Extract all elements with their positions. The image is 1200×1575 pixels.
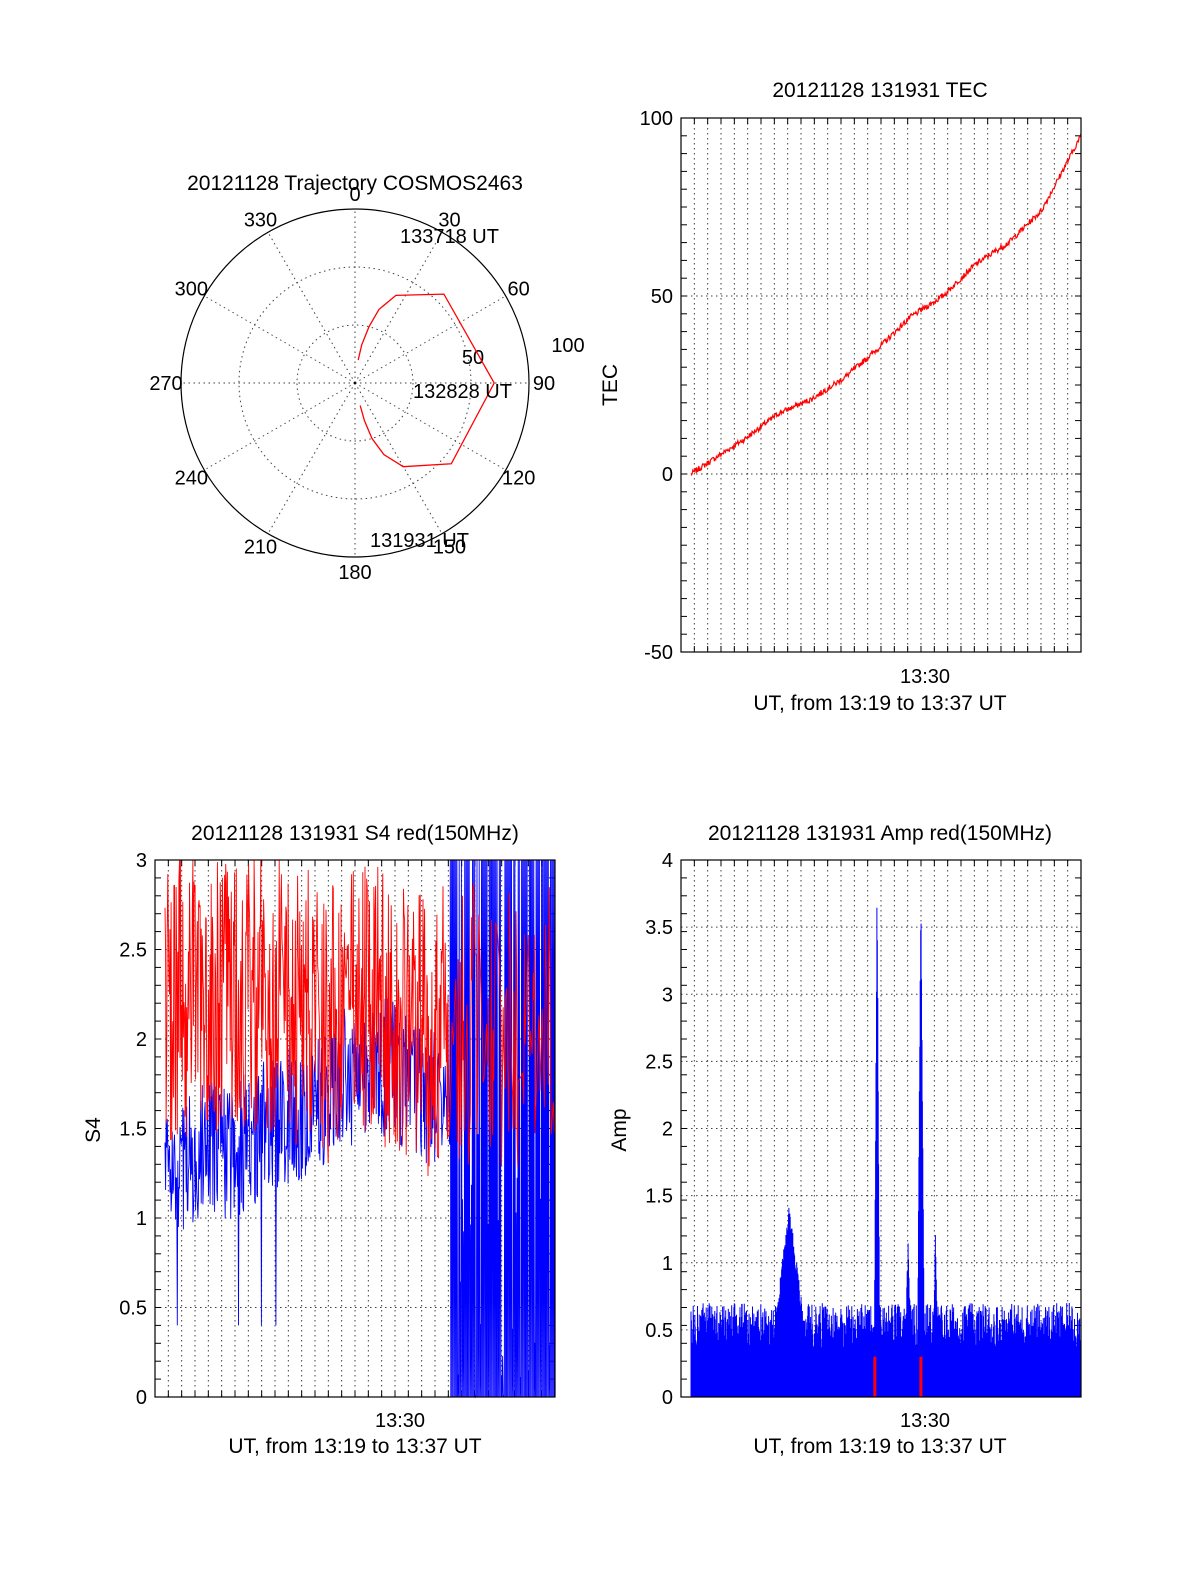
amp-x-tick-label: 13:30 <box>900 1410 950 1432</box>
annotation-end-time: 133718 UT <box>400 226 499 248</box>
polar-spoke <box>354 232 443 384</box>
amp-series <box>690 907 1082 1397</box>
tec-grid <box>681 117 1081 653</box>
azimuth-label: 240 <box>175 468 208 490</box>
y-tick-label: 1.5 <box>119 1119 147 1141</box>
tec-line <box>690 133 1082 477</box>
tec-y-ticks: -50 0 50 100 <box>640 108 673 664</box>
y-tick-label: 0.5 <box>119 1298 147 1320</box>
amp-y-label: Amp <box>608 1108 631 1151</box>
amp-y-ticks: 0 0.5 1 1.5 2 2.5 3 3.5 4 <box>645 850 673 1409</box>
y-tick-label: 50 <box>651 286 673 308</box>
s4-series <box>164 859 556 1399</box>
azimuth-label: 270 <box>149 373 182 395</box>
polar-grid <box>181 209 529 557</box>
y-tick-label: 4 <box>662 850 673 872</box>
tec-chart: 20121128 131931 TEC -50 0 50 100 13:30 UT, … <box>599 79 1082 715</box>
amp-grid <box>681 859 1081 1398</box>
azimuth-label: 0 <box>349 184 360 206</box>
s4-plot-frame <box>154 859 556 1398</box>
y-tick-label: 2 <box>136 1029 147 1051</box>
azimuth-label: 210 <box>244 537 277 559</box>
azimuth-label: 60 <box>508 279 530 301</box>
s4-blue-line <box>164 859 556 1399</box>
y-tick-label: 3 <box>136 850 147 872</box>
s4-x-label: UT, from 13:19 to 13:37 UT <box>228 1435 481 1458</box>
azimuth-label: 300 <box>175 279 208 301</box>
tec-x-label: UT, from 13:19 to 13:37 UT <box>753 692 1006 715</box>
y-tick-label: 0 <box>136 1387 147 1409</box>
amp-plot-frame <box>680 859 1082 1398</box>
azimuth-label: 90 <box>533 373 555 395</box>
s4-y-ticks: 0 0.5 1 1.5 2 2.5 3 <box>119 850 147 1409</box>
y-tick-label: 0 <box>662 464 673 486</box>
polar-spoke <box>267 232 356 384</box>
y-tick-label: 100 <box>640 108 673 130</box>
trajectory-line <box>357 293 495 468</box>
y-tick-label: 0.5 <box>645 1320 673 1342</box>
tec-title: 20121128 131931 TEC <box>772 79 987 102</box>
polar-outer-circle <box>180 208 530 558</box>
amp-title: 20121128 131931 Amp red(150MHz) <box>708 822 1052 845</box>
amp-x-label: UT, from 13:19 to 13:37 UT <box>753 1435 1006 1458</box>
polar-spoke <box>354 295 506 384</box>
y-tick-label: 2.5 <box>645 1051 673 1073</box>
s4-y-label: S4 <box>82 1117 105 1143</box>
y-tick-label: 3 <box>662 984 673 1006</box>
tec-y-label: TEC <box>599 364 622 406</box>
radial-label: 50 <box>462 347 484 369</box>
s4-red-line <box>164 859 555 1177</box>
s4-x-tick-label: 13:30 <box>375 1410 425 1432</box>
amp-chart: 20121128 131931 Amp red(150MHz) 0 0.5 1 1.5… <box>608 822 1082 1458</box>
y-tick-label: 2.5 <box>119 940 147 962</box>
azimuth-label: 30 <box>438 209 460 231</box>
polar-spoke <box>354 382 443 534</box>
trajectory-polar-plot: 20121128 Trajectory COSMOS2463 0 30 60 90 12… <box>149 172 584 584</box>
amp-blue-fill <box>691 1363 1081 1397</box>
y-tick-label: 1 <box>662 1253 673 1275</box>
y-tick-label: 2 <box>662 1119 673 1141</box>
y-tick-label: 3.5 <box>645 917 673 939</box>
polar-ring <box>296 324 414 442</box>
amp-blue-bars <box>690 907 1082 1397</box>
s4-title: 20121128 131931 S4 red(150MHz) <box>191 822 519 845</box>
s4-chart: 20121128 131931 S4 red(150MHz) 0 0.5 1 1.5 2… <box>82 822 556 1458</box>
polar-spoke <box>204 295 356 384</box>
polar-spoke <box>204 382 356 471</box>
azimuth-label: 180 <box>338 562 371 584</box>
y-tick-label: 1.5 <box>645 1186 673 1208</box>
annotation-mid-time: 132828 UT <box>413 381 512 403</box>
polar-title: 20121128 Trajectory COSMOS2463 <box>187 172 523 195</box>
y-tick-label: -50 <box>644 642 673 664</box>
azimuth-label: 120 <box>502 468 535 490</box>
tec-x-tick-label: 13:30 <box>900 666 950 688</box>
polar-spoke <box>354 382 506 471</box>
azimuth-label: 150 <box>433 537 466 559</box>
y-tick-label: 1 <box>136 1208 147 1230</box>
y-tick-label: 0 <box>662 1387 673 1409</box>
tec-series <box>690 133 1082 477</box>
polar-spoke <box>267 382 356 534</box>
annotation-start-time: 131931 UT <box>370 530 469 552</box>
azimuth-label: 330 <box>244 209 277 231</box>
tec-plot-frame <box>680 117 1082 653</box>
radial-label: 100 <box>551 335 584 357</box>
polar-labels: 0 30 60 90 120 150 180 210 240 270 300 330 50 100 <box>149 184 584 584</box>
